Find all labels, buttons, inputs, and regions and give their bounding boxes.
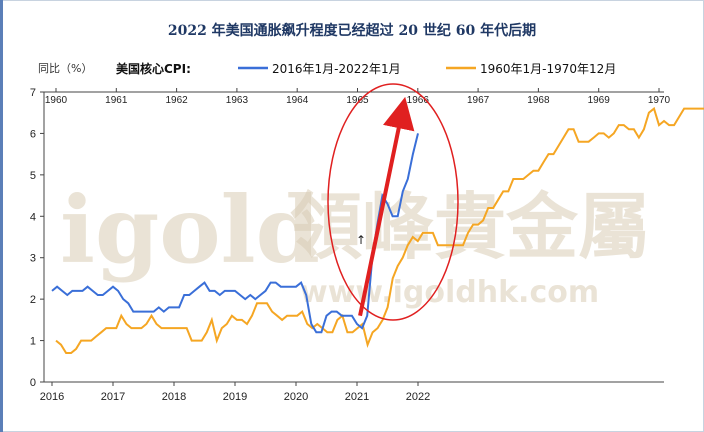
x-top-tick-label: 1969 [588, 95, 611, 106]
y-tick-label: 1 [30, 336, 36, 348]
x-top-tick-label: 1966 [407, 95, 430, 106]
x-top-tick-label: 1968 [527, 95, 550, 106]
x-bottom-tick-label: 2018 [162, 391, 186, 403]
y-tick-label: 2 [30, 294, 36, 306]
x-top-tick-label: 1964 [286, 95, 309, 106]
series-line-1960-1970 [55, 106, 704, 354]
y-tick-label: 7 [30, 87, 36, 99]
x-axis-top-ticks: 1960 1961 1962 1963 1964 1965 1966 1967 1968 1969… [45, 88, 671, 106]
x-top-tick-label: 1963 [226, 95, 249, 106]
highlight-ellipse [327, 83, 459, 321]
x-top-tick-label: 1960 [45, 95, 68, 106]
x-top-tick-label: 1965 [346, 95, 369, 106]
small-arrow-mark: ↑ [356, 233, 366, 247]
x-bottom-tick-label: 2021 [345, 391, 369, 403]
trend-arrow [358, 96, 415, 317]
y-tick-label: 6 [30, 128, 36, 140]
watermark-igold: igold [60, 176, 320, 284]
y-tick-label: 4 [30, 211, 36, 223]
legend-title: 美国核心CPI: [116, 61, 191, 76]
y-tick-label: 5 [30, 170, 36, 182]
x-top-tick-label: 1961 [105, 95, 128, 106]
legend-item-2016-2022: 2016年1月-2022年1月 [272, 62, 401, 76]
x-bottom-tick-label: 2022 [406, 391, 430, 403]
x-axis-bottom-ticks: 2016 2017 2018 2019 2020 2021 2022 [40, 382, 430, 403]
y-axis-label: 同比（%） [38, 62, 92, 75]
left-accent-bar [0, 0, 3, 432]
watermark: igold 領峰貴金屬 www.igoldhk.com [60, 176, 650, 310]
legend-item-1960-1970: 1960年1月-1970年12月 [480, 62, 616, 76]
x-top-tick-label: 1962 [165, 95, 188, 106]
series-line-2016-2022 [51, 133, 419, 334]
x-bottom-tick-label: 2020 [284, 391, 308, 403]
y-tick-label: 3 [30, 253, 36, 265]
watermark-chinese: 領峰貴金屬 [290, 184, 650, 269]
watermark-url: www.igoldhk.com [300, 275, 599, 310]
x-top-tick-label: 1970 [648, 95, 671, 106]
y-tick-label: 0 [30, 377, 36, 389]
x-bottom-tick-label: 2019 [223, 391, 247, 403]
x-bottom-tick-label: 2017 [101, 391, 125, 403]
chart-title: 2022 年美国通胀飙升程度已经超过 20 世纪 60 年代后期 [167, 23, 537, 39]
x-bottom-tick-label: 2016 [40, 391, 64, 403]
y-axis-ticks: 0 1 2 3 4 5 6 7 [30, 87, 44, 389]
x-top-tick-label: 1967 [467, 95, 490, 106]
